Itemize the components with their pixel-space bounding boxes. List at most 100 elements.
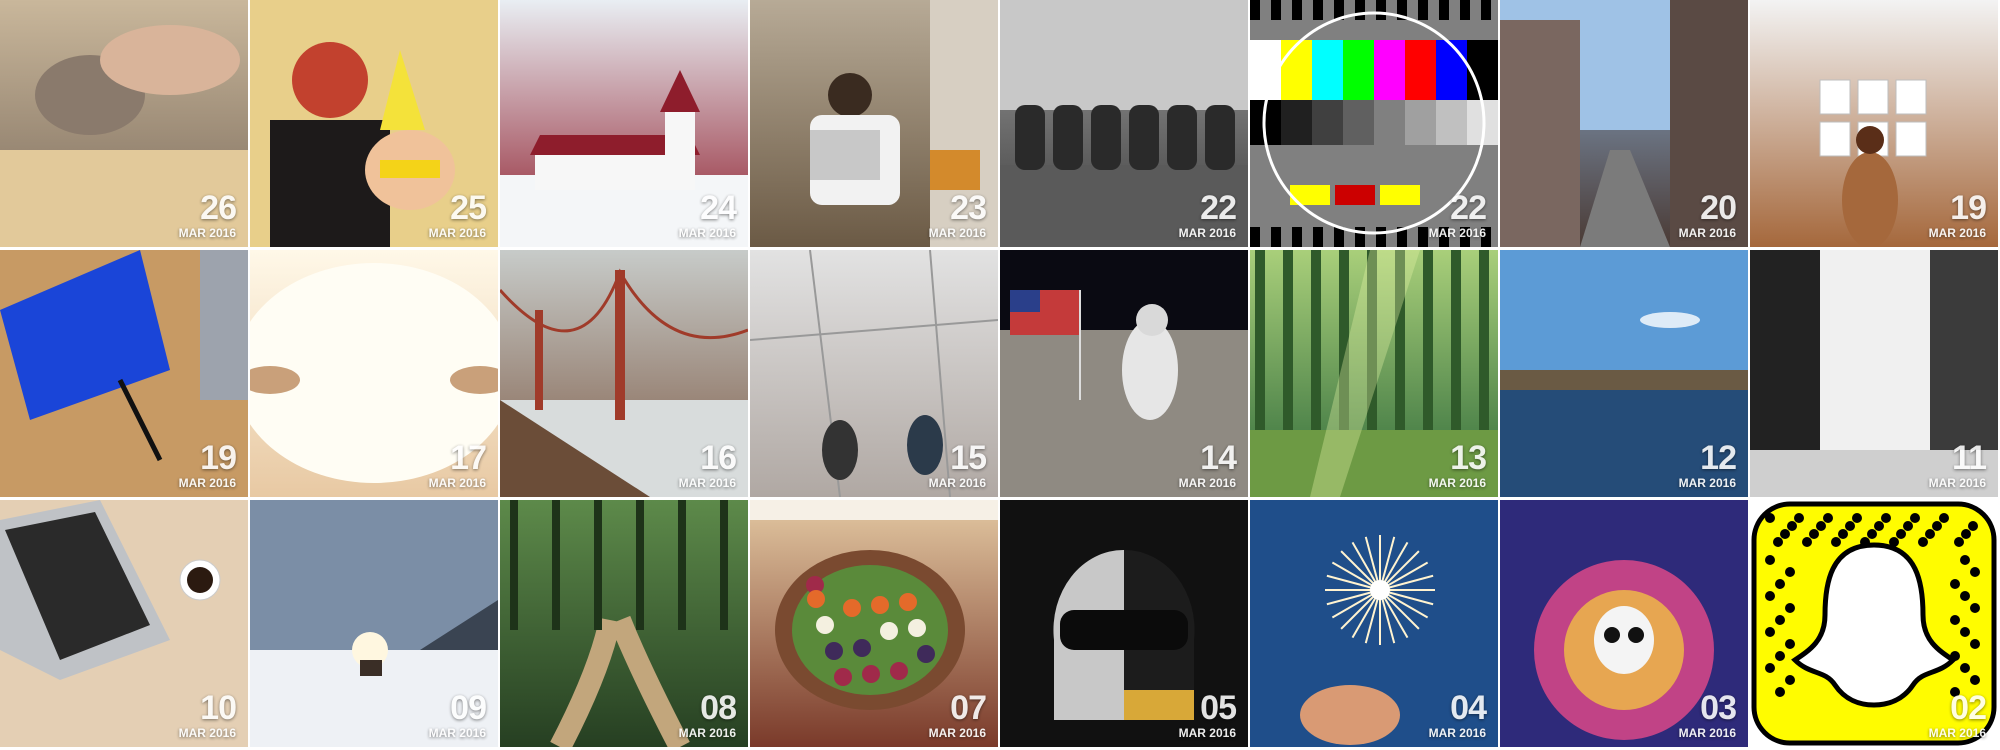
post-month: MAR 2016 [1178, 226, 1236, 240]
post-date: 09 MAR 2016 [428, 691, 487, 740]
post-date: 17 MAR 2016 [428, 439, 487, 490]
post-date: 12 MAR 2016 [1678, 441, 1737, 490]
clay-hands-photo [0, 0, 248, 247]
post-month: MAR 2016 [1428, 226, 1486, 240]
post-date: 07 MAR 2016 [928, 689, 987, 740]
post-day: 16 [700, 439, 737, 477]
post-month: MAR 2016 [178, 226, 236, 240]
post-day: 19 [200, 439, 237, 477]
post-day: 26 [200, 189, 237, 227]
tv-test-pattern [1250, 0, 1498, 247]
sparkler-photo [1250, 500, 1498, 747]
post-day: 17 [450, 439, 487, 477]
photo-tile[interactable]: 16 MAR 2016 [500, 250, 748, 497]
photo-tile[interactable]: 08 MAR 2016 [500, 500, 748, 747]
post-month: MAR 2016 [1178, 726, 1236, 740]
daft-punk-album-cover [1000, 500, 1248, 747]
photo-tile[interactable]: 04 MAR 2016 [1250, 500, 1498, 747]
costume-kids-photo [250, 0, 498, 247]
photo-tile[interactable]: 07 MAR 2016 [750, 500, 998, 747]
moon-landing-photo [1000, 250, 1248, 497]
post-date: 13 MAR 2016 [1429, 439, 1487, 489]
post-date: 24 MAR 2016 [679, 189, 737, 239]
photo-tile[interactable]: 10 MAR 2016 [0, 500, 248, 747]
post-date: 26 MAR 2016 [178, 189, 237, 240]
snapcode-ghost [1750, 500, 1998, 747]
photo-tile[interactable]: 17 MAR 2016 [250, 250, 498, 497]
photo-tile[interactable]: 20 MAR 2016 [1500, 0, 1748, 247]
photo-tile[interactable]: 09 MAR 2016 [250, 500, 498, 747]
gallery-woman-photo [1750, 0, 1998, 247]
post-day: 10 [200, 689, 237, 727]
golden-gate-fog-photo [500, 250, 748, 497]
post-month: MAR 2016 [1178, 476, 1236, 490]
post-month: MAR 2016 [428, 226, 486, 240]
post-date: 20 MAR 2016 [1678, 191, 1737, 240]
post-day: 08 [700, 689, 737, 727]
post-date: 05 MAR 2016 [1178, 689, 1237, 740]
post-month: MAR 2016 [1678, 226, 1736, 240]
post-month: MAR 2016 [1428, 726, 1486, 740]
photo-tile[interactable]: 26 MAR 2016 [0, 0, 248, 247]
post-date: 22 MAR 2016 [1178, 191, 1237, 240]
photo-tile[interactable]: 23 MAR 2016 [750, 0, 998, 247]
photo-tile[interactable]: 02 MAR 2016 [1750, 500, 1998, 747]
photo-tile[interactable]: 11 MAR 2016 [1750, 250, 1998, 497]
laptop-man-photo [750, 0, 998, 247]
post-month: MAR 2016 [1928, 476, 1986, 490]
photo-tile[interactable]: 24 MAR 2016 [500, 0, 748, 247]
post-day: 04 [1450, 689, 1487, 727]
photo-tile[interactable]: 25 MAR 2016 [250, 0, 498, 247]
alley-street-photo [1500, 0, 1748, 247]
post-month: MAR 2016 [428, 476, 486, 490]
post-month: MAR 2016 [678, 726, 736, 740]
post-day: 03 [1700, 689, 1737, 727]
blue-book-desk-photo [0, 250, 248, 497]
post-date: 23 MAR 2016 [928, 189, 987, 240]
photo-tile[interactable]: 22 MAR 2016 [1000, 0, 1248, 247]
forest-path-photo [500, 500, 748, 747]
post-date: 03 MAR 2016 [1678, 689, 1737, 740]
post-month: MAR 2016 [178, 476, 236, 490]
out-there-game-cover [1500, 500, 1748, 747]
photo-tile[interactable]: 05 MAR 2016 [1000, 500, 1248, 747]
photo-tile[interactable]: 22 MAR 2016 [1250, 0, 1498, 247]
post-day: 19 [1950, 189, 1987, 227]
people-bridge-bw-photo [1000, 0, 1248, 247]
post-day: 13 [1450, 439, 1487, 477]
photo-tile[interactable]: 14 MAR 2016 [1000, 250, 1248, 497]
photo-tile[interactable]: 19 MAR 2016 [0, 250, 248, 497]
waterfall-bw-photo [1750, 250, 1998, 497]
passion-floor-photo [750, 250, 998, 497]
post-date: 04 MAR 2016 [1428, 689, 1487, 740]
photo-tile[interactable]: 15 MAR 2016 [750, 250, 998, 497]
post-month: MAR 2016 [678, 476, 736, 490]
green-forest-game [1250, 250, 1498, 497]
lake-city-photo [1500, 250, 1748, 497]
photo-tile[interactable]: 19 MAR 2016 [1750, 0, 1998, 247]
post-month: MAR 2016 [1678, 726, 1736, 740]
post-date: 15 MAR 2016 [929, 441, 987, 489]
photo-tile[interactable]: 13 MAR 2016 [1250, 250, 1498, 497]
photo-tile[interactable]: 03 MAR 2016 [1500, 500, 1748, 747]
post-month: MAR 2016 [928, 726, 986, 740]
post-day: 05 [1200, 689, 1237, 727]
post-date: 25 MAR 2016 [428, 189, 487, 240]
post-day: 24 [700, 189, 737, 227]
winter-sunset-photo [250, 500, 498, 747]
post-day: 25 [450, 189, 487, 227]
post-date: 11 MAR 2016 [1928, 441, 1987, 490]
photo-tile[interactable]: 12 MAR 2016 [1500, 250, 1748, 497]
post-month: MAR 2016 [1678, 476, 1736, 490]
post-date: 02 MAR 2016 [1929, 691, 1987, 739]
post-month: MAR 2016 [928, 226, 986, 240]
post-date: 19 MAR 2016 [1929, 189, 1987, 239]
salad-bowl-photo [750, 500, 998, 747]
post-date: 10 MAR 2016 [179, 689, 237, 739]
post-date: 16 MAR 2016 [678, 439, 737, 490]
laptop-coffee-photo [0, 500, 248, 747]
post-month: MAR 2016 [428, 726, 486, 740]
post-day: 23 [950, 189, 987, 227]
post-day: 07 [950, 689, 987, 727]
